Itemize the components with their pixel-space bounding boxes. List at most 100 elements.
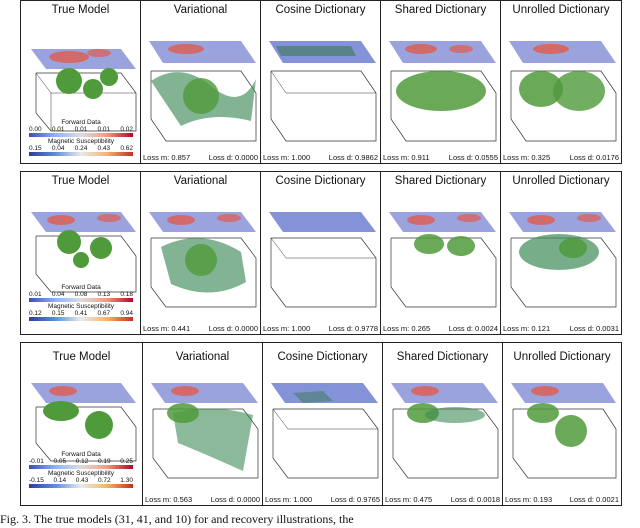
magnetic-colorbar xyxy=(29,152,133,156)
tick: 0.24 xyxy=(74,145,88,152)
panel-title: Variational xyxy=(175,351,230,363)
panel-title: Unrolled Dictionary xyxy=(513,351,611,363)
tick: 0.25 xyxy=(120,458,133,465)
tick: 0.18 xyxy=(120,291,133,298)
panel-title: Unrolled Dictionary xyxy=(512,4,610,16)
loss-m: Loss m: 0.857 xyxy=(143,153,191,162)
loss-d: Loss d: 0.0024 xyxy=(448,324,498,333)
loss-row: Loss m: 0.441 Loss d: 0.0000 xyxy=(143,324,258,333)
loss-d: Loss d: 0.9778 xyxy=(328,324,378,333)
tick: 0.05 xyxy=(53,458,67,465)
panel-title: True Model xyxy=(51,175,110,187)
tick: 1.30 xyxy=(120,477,133,484)
magnetic-ticks: 0.12 0.15 0.41 0.67 0.94 xyxy=(29,310,133,317)
loss-row: Loss m: 0.563 Loss d: 0.0000 xyxy=(145,495,260,504)
panel-unrolled-dictionary: Unrolled Dictionary Loss m: 0.193 Loss d:… xyxy=(503,343,621,505)
loss-m: Loss m: 1.000 xyxy=(265,495,313,504)
tick: 0.12 xyxy=(29,310,42,317)
loss-m: Loss m: 0.475 xyxy=(385,495,433,504)
panel-true-model: True Model Forward Data -0.01 0.05 0.12 0.1… xyxy=(21,343,143,505)
loss-m: Loss m: 0.911 xyxy=(383,153,430,162)
panel-unrolled-dictionary: Unrolled Dictionary Loss m: 0.121 Loss d:… xyxy=(501,172,621,334)
loss-row: Loss m: 0.475 Loss d: 0.0018 xyxy=(385,495,500,504)
tick: -0.01 xyxy=(29,458,44,465)
tick: 0.43 xyxy=(97,145,111,152)
forward-data-label: Forward Data xyxy=(61,451,101,458)
loss-row: Loss m: 0.265 Loss d: 0.0024 xyxy=(383,324,498,333)
loss-row: Loss m: 0.857 Loss d: 0.0000 xyxy=(143,153,258,162)
magnetic-label: Magnetic Susceptibility xyxy=(47,470,115,477)
panel-title: Shared Dictionary xyxy=(396,351,489,363)
true-model-render xyxy=(31,383,137,462)
cosine-render xyxy=(269,212,377,308)
forward-ticks: 0.00 0.01 0.01 0.01 0.02 xyxy=(29,126,133,133)
tick: 0.13 xyxy=(97,291,111,298)
forward-data-label: Forward Data xyxy=(61,284,101,291)
cosine-render xyxy=(269,41,377,142)
tick: 0.14 xyxy=(53,477,67,484)
tick: 0.04 xyxy=(51,145,65,152)
figure-caption: Fig. 3. The true models (31, 41, and 10)… xyxy=(0,512,354,526)
shared-render xyxy=(391,383,499,479)
loss-d: Loss d: 0.0176 xyxy=(569,153,619,162)
tick: 0.01 xyxy=(29,291,42,298)
loss-d: Loss d: 0.0021 xyxy=(569,495,619,504)
panel-title: Cosine Dictionary xyxy=(275,175,366,187)
tick: 0.12 xyxy=(75,458,89,465)
panel-shared-dictionary: Shared Dictionary Loss m: 0.475 Loss d: 0… xyxy=(383,343,503,505)
colorbar-legend: Forward Data -0.01 0.05 0.12 0.19 0.25 Magne… xyxy=(29,451,133,489)
panel-true-model: True Model Forward Data 0.00 0.01 0.01 0.01… xyxy=(21,1,141,163)
magnetic-ticks: -0.15 0.14 0.43 0.72 1.30 xyxy=(29,477,133,484)
tick: 0.15 xyxy=(51,310,65,317)
loss-d: Loss d: 0.9765 xyxy=(330,495,380,504)
loss-d: Loss d: 0.9862 xyxy=(328,153,378,162)
magnetic-ticks: 0.15 0.04 0.24 0.43 0.62 xyxy=(29,145,133,152)
magnetic-colorbar xyxy=(29,317,133,321)
tick: 0.00 xyxy=(29,126,42,133)
variational-render xyxy=(149,41,257,142)
panel-shared-dictionary: Shared Dictionary Loss m: 0.265 Loss d: 0… xyxy=(381,172,501,334)
tick: -0.15 xyxy=(29,477,44,484)
forward-colorbar xyxy=(29,133,133,137)
cosine-render xyxy=(271,383,379,479)
loss-row: Loss m: 1.000 Loss d: 0.9765 xyxy=(265,495,380,504)
loss-m: Loss m: 0.563 xyxy=(145,495,193,504)
figure-row-2: True Model Forward Data 0.01 0.04 0.08 0.13… xyxy=(20,171,622,335)
tick: 0.15 xyxy=(29,145,42,152)
panel-title: Variational xyxy=(173,175,228,187)
magnetic-colorbar xyxy=(29,484,133,488)
loss-row: Loss m: 0.911 Loss d: 0.0555 xyxy=(383,153,498,162)
panel-title: True Model xyxy=(51,4,110,16)
forward-ticks: 0.01 0.04 0.08 0.13 0.18 xyxy=(29,291,133,298)
loss-d: Loss d: 0.0031 xyxy=(569,324,619,333)
unrolled-render xyxy=(511,383,617,479)
panel-unrolled-dictionary: Unrolled Dictionary Loss m: 0.325 Loss d:… xyxy=(501,1,621,163)
panel-variational: Variational Loss m: 0.563 Loss d: 0.0000 xyxy=(143,343,263,505)
tick: 0.04 xyxy=(51,291,65,298)
panel-cosine-dictionary: Cosine Dictionary Loss m: 1.000 Loss d: 0… xyxy=(261,172,381,334)
loss-d: Loss d: 0.0000 xyxy=(210,495,260,504)
tick: 0.72 xyxy=(98,477,111,484)
shared-render xyxy=(389,41,497,142)
loss-m: Loss m: 0.441 xyxy=(143,324,191,333)
tick: 0.94 xyxy=(120,310,133,317)
tick: 0.41 xyxy=(74,310,88,317)
loss-m: Loss m: 0.121 xyxy=(503,324,551,333)
colorbar-legend: Forward Data 0.01 0.04 0.08 0.13 0.18 Magnet… xyxy=(29,284,133,322)
panel-title: Variational xyxy=(173,4,228,16)
panel-title: Shared Dictionary xyxy=(394,175,487,187)
tick: 0.08 xyxy=(74,291,88,298)
variational-render xyxy=(151,383,259,479)
forward-colorbar xyxy=(29,465,133,469)
forward-colorbar xyxy=(29,298,133,302)
tick: 0.01 xyxy=(74,126,88,133)
panel-cosine-dictionary: Cosine Dictionary Loss m: 1.000 Loss d: 0… xyxy=(263,343,383,505)
figure-row-3: True Model Forward Data -0.01 0.05 0.12 0.1… xyxy=(20,342,622,506)
magnetic-label: Magnetic Susceptibility xyxy=(47,303,115,310)
true-model-render xyxy=(31,49,137,132)
panel-title: Unrolled Dictionary xyxy=(512,175,610,187)
tick: 0.67 xyxy=(97,310,111,317)
panel-title: True Model xyxy=(52,351,111,363)
tick: 0.19 xyxy=(98,458,111,465)
colorbar-legend: Forward Data 0.00 0.01 0.01 0.01 0.02 Magnet… xyxy=(29,119,133,157)
